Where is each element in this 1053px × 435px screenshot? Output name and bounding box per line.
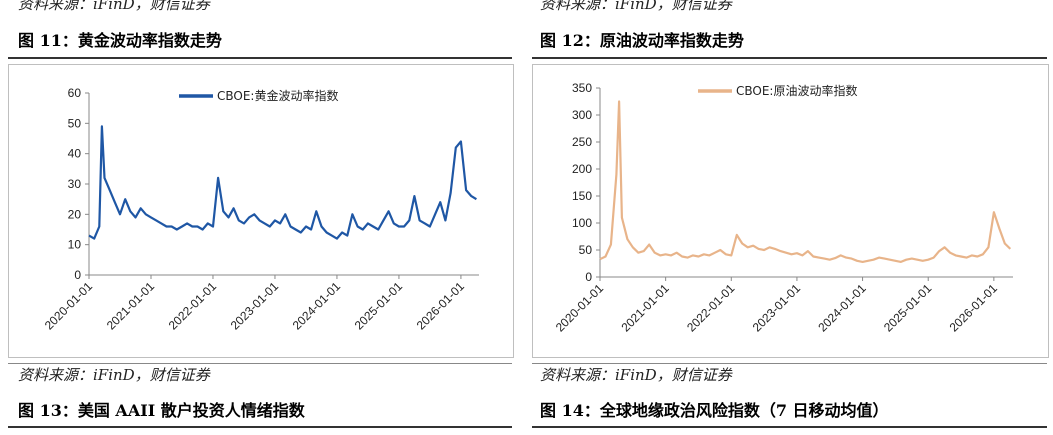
x-tick-label: 2021-01-01 [104, 279, 158, 333]
gold-volatility-chart: 0 10 20 30 40 50 60 2020-01-01 2021-01-01 2022-01… [42, 86, 479, 333]
x-tick-label: 2026-01-01 [947, 281, 1001, 335]
figure-12-title: 图 12：原油波动率指数走势 [540, 31, 744, 50]
figure-14-title: 图 14：全球地缘政治风险指数（7 日移动均值） [540, 401, 889, 420]
figure-13-title: 图 13：美国 AAII 散户投资人情绪指数 [18, 401, 305, 420]
y-tick-label: 0 [74, 268, 81, 282]
figure-11-title: 图 11：黄金波动率指数走势 [18, 31, 222, 50]
x-tick-label: 2025-01-01 [352, 279, 406, 333]
y-tick-label: 150 [572, 189, 592, 203]
y-tick-label: 20 [68, 207, 82, 221]
legend-label: CBOE:原油波动率指数 [736, 83, 857, 98]
x-tick-label: 2022-01-01 [684, 281, 738, 335]
x-tick-label: 2024-01-01 [290, 279, 344, 333]
y-tick-label: 40 [68, 147, 82, 161]
y-tick-label: 30 [68, 177, 82, 191]
title-rule-bottom-right [532, 426, 1047, 428]
x-tick-label: 2024-01-01 [815, 281, 869, 335]
legend-label: CBOE:黄金波动率指数 [217, 88, 338, 103]
y-tick-label: 200 [572, 162, 592, 176]
chart-panel-oil-volatility: 0 50 100 150 200 250 300 350 2020-01-01 2021-01-0… [532, 64, 1049, 358]
x-tick-label: 2023-01-01 [750, 281, 804, 335]
y-tick-label: 250 [572, 135, 592, 149]
source-note-bottom-right: 资料来源：iFinD，财信证券 [540, 366, 732, 384]
y-tick-label: 60 [68, 86, 82, 100]
title-rule-left [8, 57, 512, 59]
x-tick-label: 2022-01-01 [166, 279, 220, 333]
y-tick-label: 10 [68, 238, 82, 252]
title-rule-right [532, 57, 1047, 59]
x-tick-label: 2025-01-01 [881, 281, 935, 335]
y-tick-label: 350 [572, 81, 592, 95]
y-tick-label: 50 [68, 116, 82, 130]
x-tick-label: 2020-01-01 [42, 279, 96, 333]
title-rule-bottom-left [8, 426, 512, 428]
source-note-top-left: 资料来源：iFinD，财信证券 [18, 0, 210, 13]
series-line [599, 100, 1012, 263]
source-rule-right [532, 363, 1047, 364]
x-tick-label: 2020-01-01 [553, 281, 607, 335]
x-tick-label: 2026-01-01 [414, 279, 468, 333]
y-tick-label: 300 [572, 108, 592, 122]
source-note-bottom-left: 资料来源：iFinD，财信证券 [18, 366, 210, 384]
x-tick-label: 2021-01-01 [618, 281, 672, 335]
y-tick-label: 100 [572, 216, 592, 230]
y-tick-label: 0 [585, 270, 592, 284]
source-rule-left [8, 363, 512, 364]
chart-panel-gold-volatility: 0 10 20 30 40 50 60 2020-01-01 2021-01-01 2022-01… [8, 64, 514, 358]
oil-volatility-chart: 0 50 100 150 200 250 300 350 2020-01-01 2021-01-0… [553, 81, 1013, 335]
source-note-top-right: 资料来源：iFinD，财信证券 [540, 0, 732, 13]
x-tick-label: 2023-01-01 [228, 279, 282, 333]
y-tick-label: 50 [579, 243, 593, 257]
series-line [88, 125, 477, 240]
